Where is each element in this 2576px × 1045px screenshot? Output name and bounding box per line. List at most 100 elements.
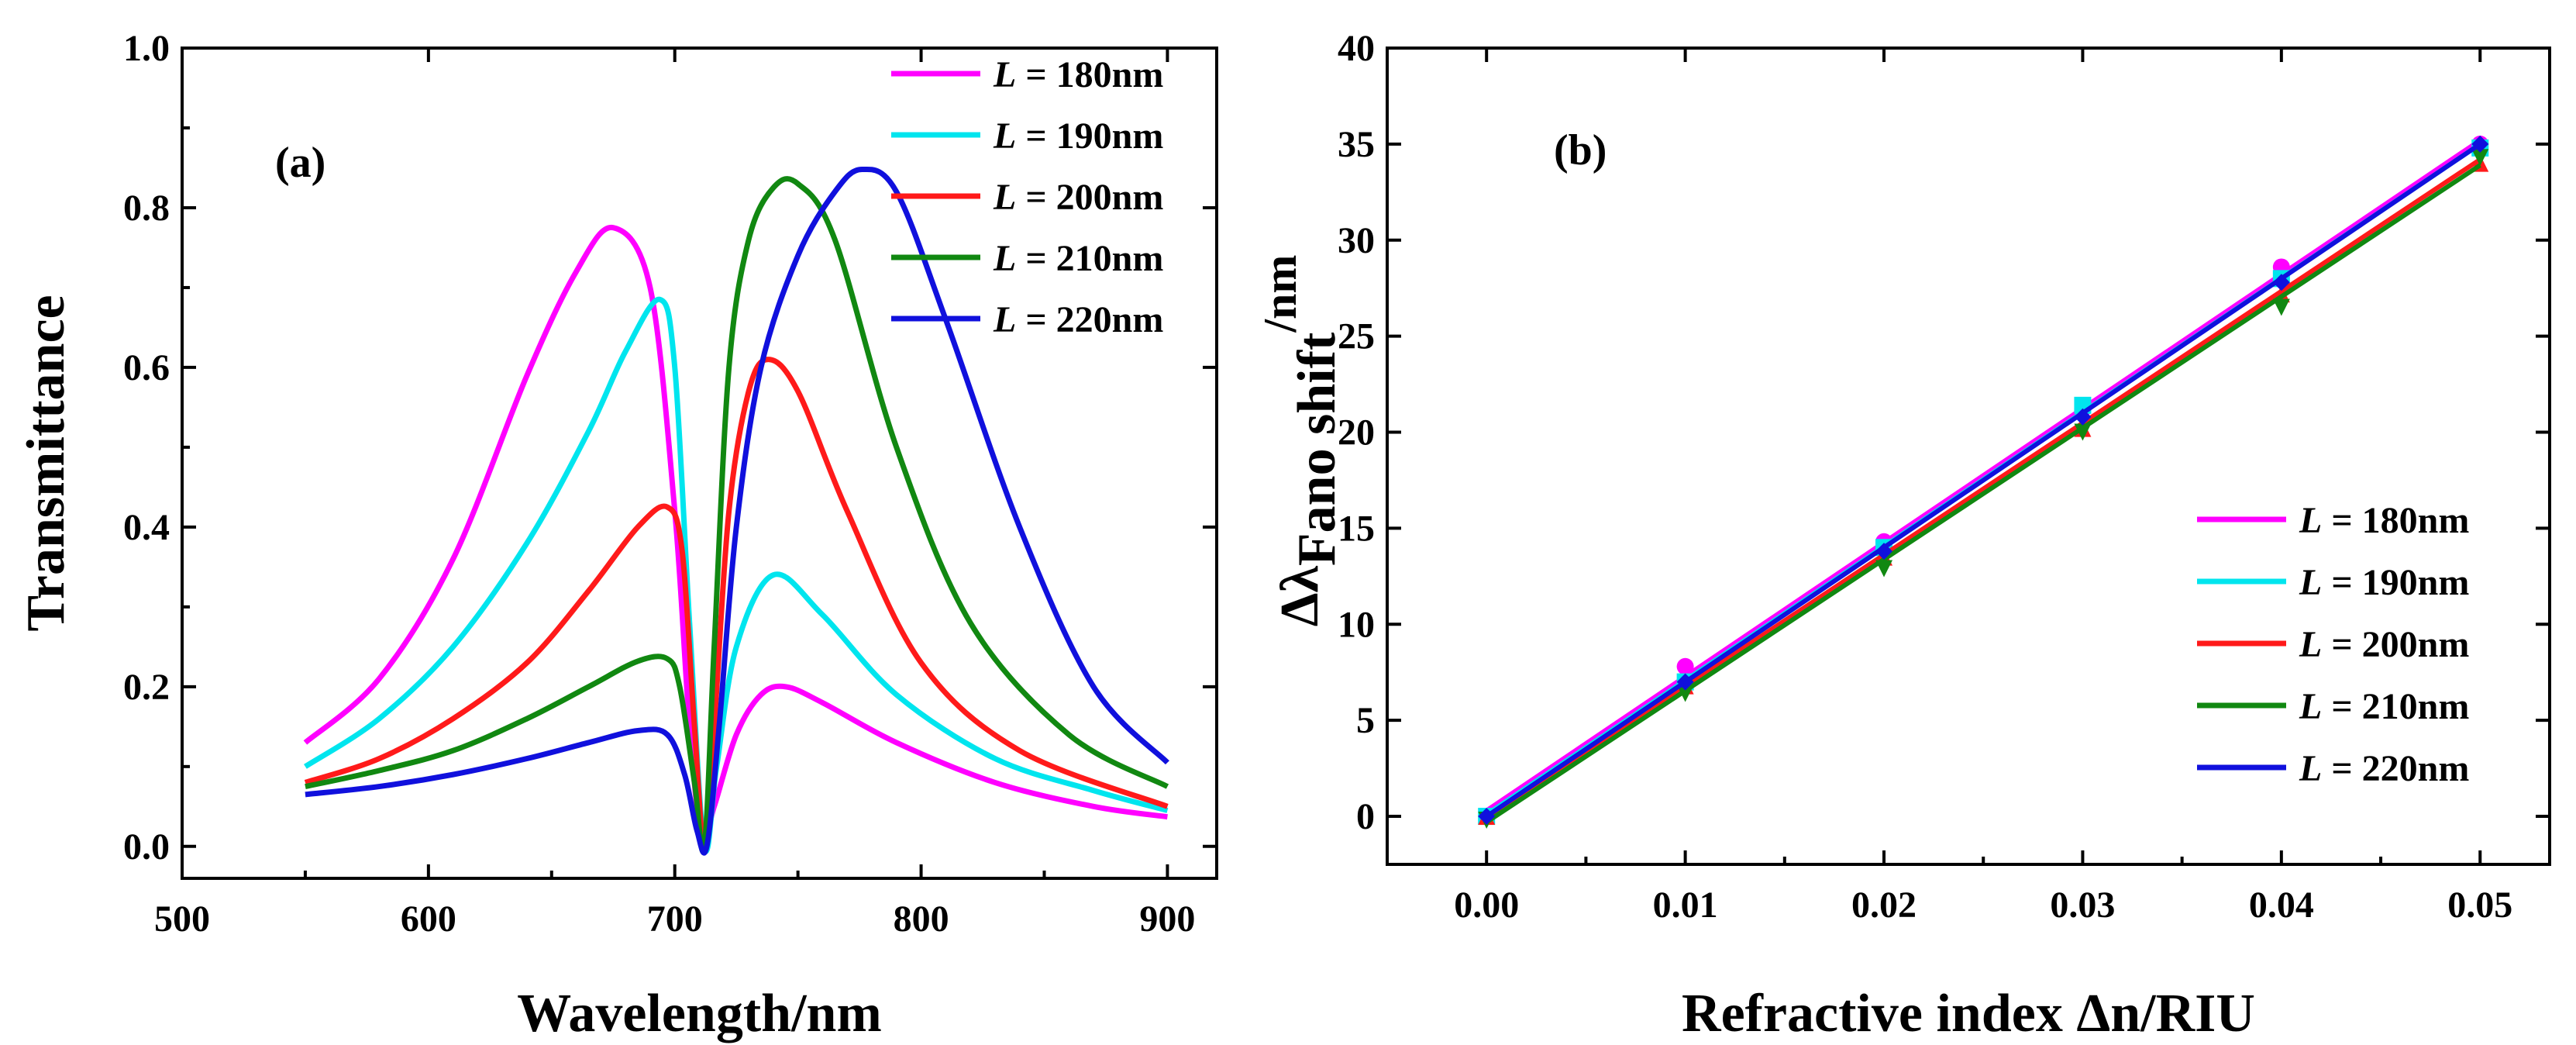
chart-panel-a: 500 600 700 800 900 0.0 0.2 0.4 0.6 0.8 1.0 Wavelen… (16, 28, 1218, 1043)
y-tick-label: 10 (1338, 604, 1375, 645)
y-axis-label: Transmittance (16, 295, 76, 631)
series-4 (305, 166, 1169, 856)
y-tick-label: 5 (1356, 700, 1375, 741)
legend-label-var: L (2299, 500, 2322, 541)
legend-label-value: = 190nm (2322, 562, 2469, 603)
x-axis-label: Refractive index Δn/RIU (1682, 984, 2255, 1043)
x-tick-label: 800 (894, 898, 949, 940)
y-tick-label: 25 (1338, 316, 1375, 357)
legend-label-value: = 180nm (1016, 54, 1163, 95)
legend-label-value: = 200nm (2322, 624, 2469, 665)
legend-label: L = 210nm (993, 238, 1163, 279)
legend-label: L = 200nm (2299, 624, 2469, 665)
data-point (1875, 560, 1893, 578)
panel-label: (a) (275, 139, 325, 187)
legend-label: L = 190nm (2299, 562, 2469, 603)
data-point (2272, 298, 2290, 316)
data-point (2074, 423, 2092, 441)
legend-label: L = 210nm (2299, 686, 2469, 727)
data-point (1676, 685, 1694, 702)
legend-item: L = 180nm (891, 54, 1163, 95)
legend-item: L = 210nm (891, 238, 1163, 279)
legend-label: L = 220nm (993, 299, 1163, 340)
legend-label-value: = 200nm (1016, 177, 1163, 218)
y-axis-label-sub: Fano shift (1287, 333, 1347, 566)
y-tick-label: 1.0 (123, 28, 170, 69)
chart-panel-b: 0.00 0.01 0.02 0.03 0.04 0.05 0 5 10 15 20 25 30 35 40… (1255, 28, 2551, 1043)
y-tick-label: 0.8 (123, 188, 170, 229)
x-tick-label: 600 (401, 898, 456, 940)
x-axis-label: Wavelength/nm (517, 984, 882, 1043)
legend-label-value: = 180nm (2322, 500, 2469, 541)
legend-label-value: = 220nm (1016, 299, 1163, 340)
y-tick-label: 20 (1338, 412, 1375, 454)
data-point (2471, 135, 2489, 153)
legend-label-var: L (2299, 562, 2322, 603)
x-tick-label: 0.00 (1454, 885, 1519, 926)
legend-label: L = 180nm (2299, 500, 2469, 541)
legend-label-var: L (2299, 686, 2322, 727)
legend-label: L = 180nm (993, 54, 1163, 95)
series-line (305, 166, 1169, 856)
legend-label-var: L (993, 116, 1016, 157)
y-tick-label: 0.0 (123, 826, 170, 867)
x-tick-label: 0.01 (1653, 885, 1718, 926)
legend-label-var: L (2299, 624, 2322, 665)
legend-label-var: L (2299, 748, 2322, 789)
legend-label-value: = 220nm (2322, 748, 2469, 789)
legend-item: L = 190nm (2197, 562, 2469, 603)
legend-label-value: = 190nm (1016, 116, 1163, 157)
legend-label: L = 220nm (2299, 748, 2469, 789)
data-point (1478, 808, 1496, 826)
legend-label: L = 190nm (993, 116, 1163, 157)
legend-label-var: L (993, 177, 1016, 218)
legend-item: L = 200nm (891, 177, 1163, 218)
data-point (2272, 274, 2290, 291)
legend-item: L = 180nm (2197, 500, 2469, 541)
legend-item: L = 220nm (2197, 748, 2469, 789)
data-point (1676, 673, 1694, 691)
plot-frame (181, 47, 1218, 880)
data-point (2074, 408, 2092, 426)
y-axis-label-unit: /nm (1255, 255, 1306, 333)
series-4 (1478, 135, 2489, 826)
legend-label-value: = 210nm (1016, 238, 1163, 279)
legend-label-value: = 210nm (2322, 686, 2469, 727)
y-tick-label: 0.4 (123, 507, 170, 548)
y-axis-label: ΔλFano shift/nm (1255, 255, 1347, 627)
series-line (303, 225, 1168, 845)
y-axis-label-main: Δλ (1270, 565, 1330, 626)
series-line (305, 176, 1169, 854)
legend-item: L = 200nm (2197, 624, 2469, 665)
x-tick-label: 0.02 (1851, 885, 1917, 926)
series-0 (303, 225, 1168, 845)
plot-frame (1386, 47, 2551, 866)
legend-item: L = 210nm (2197, 686, 2469, 727)
data-point (1676, 657, 1694, 675)
legend-label-var: L (993, 299, 1016, 340)
y-tick-label: 30 (1338, 220, 1375, 261)
legend-item: L = 220nm (891, 299, 1163, 340)
fit-line (1485, 138, 2481, 813)
panel-label: (b) (1554, 126, 1607, 174)
x-tick-label: 0.05 (2447, 885, 2512, 926)
legend-label: L = 200nm (993, 177, 1163, 218)
x-tick-label: 700 (647, 898, 703, 940)
y-tick-label: 35 (1338, 124, 1375, 165)
series-3 (305, 176, 1169, 854)
fit-line (1485, 142, 2481, 819)
y-tick-label: 15 (1338, 508, 1375, 549)
y-tick-label: 0.2 (123, 667, 170, 708)
legend-item: L = 190nm (891, 116, 1163, 157)
x-tick-label: 0.04 (2249, 885, 2314, 926)
legend-label-var: L (993, 238, 1016, 279)
x-tick-label: 500 (154, 898, 210, 940)
y-tick-label: 0.6 (123, 347, 170, 388)
data-point (1875, 543, 1893, 560)
x-tick-label: 0.03 (2050, 885, 2115, 926)
fit-line (1485, 157, 2481, 821)
y-tick-label: 0 (1356, 796, 1375, 837)
